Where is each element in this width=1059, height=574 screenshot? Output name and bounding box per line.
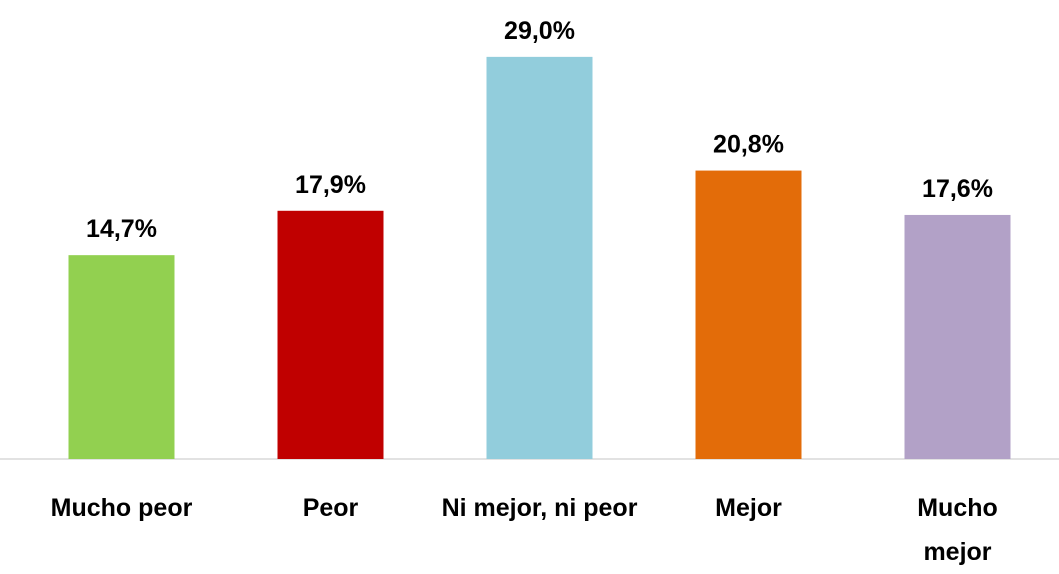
value-label: 29,0%: [504, 17, 575, 45]
value-label: 20,8%: [713, 131, 784, 159]
x-tick-label: Ni mejor, ni peor: [441, 494, 638, 522]
x-tick-label: Mejor: [715, 494, 782, 522]
value-label: 17,9%: [295, 171, 366, 199]
x-tick-label: Peor: [302, 494, 359, 522]
bar: [695, 170, 802, 459]
bar: [486, 56, 593, 459]
bar: [904, 214, 1011, 459]
value-label: 17,6%: [922, 175, 993, 203]
value-label: 14,7%: [86, 215, 157, 243]
x-tick-label: Mucho peor: [50, 494, 193, 522]
bar: [277, 210, 384, 459]
x-tick-label: Mucho mejor: [917, 494, 998, 566]
bar: [68, 255, 175, 459]
